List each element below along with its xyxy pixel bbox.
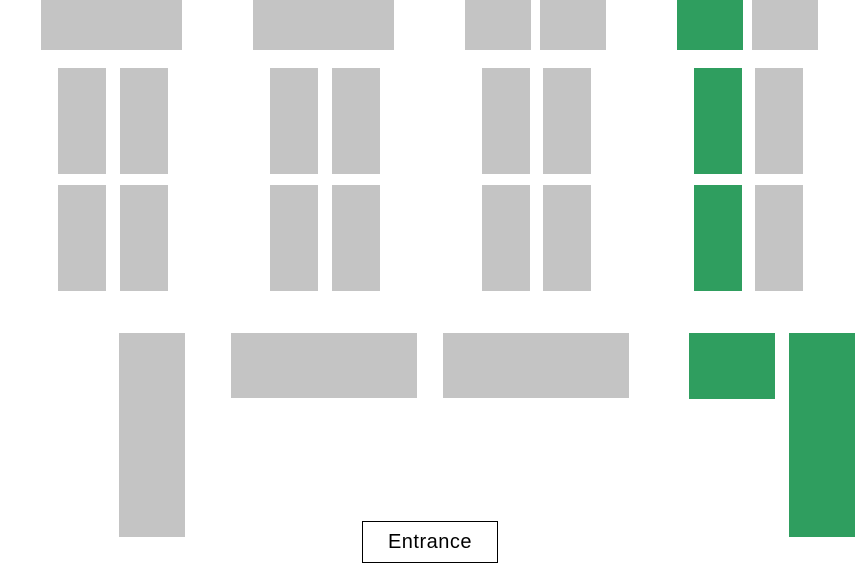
seat-r4-pillar-left[interactable] — [119, 333, 185, 537]
seat-r3-c4-right[interactable] — [755, 185, 803, 291]
seat-r3-c3-right[interactable] — [543, 185, 591, 291]
seat-r3-c1-right[interactable] — [120, 185, 168, 291]
seat-r2-c1-left[interactable] — [58, 68, 106, 174]
seat-r3-c1-left[interactable] — [58, 185, 106, 291]
seat-r2-c4-left[interactable] — [694, 68, 742, 174]
seat-r2-c2-right[interactable] — [332, 68, 380, 174]
seat-r2-c3-right[interactable] — [543, 68, 591, 174]
seat-r4-pillar-right[interactable] — [789, 333, 855, 537]
floor-plan: Entrance — [0, 0, 860, 563]
seat-r3-c4-left[interactable] — [694, 185, 742, 291]
seat-r4-wide-1[interactable] — [231, 333, 417, 398]
seat-r2-c4-right[interactable] — [755, 68, 803, 174]
seat-r1-c4-left[interactable] — [677, 0, 743, 50]
seat-r1-c2-wide[interactable] — [253, 0, 394, 50]
seat-r1-c3-right[interactable] — [540, 0, 606, 50]
seat-r1-c4-right[interactable] — [752, 0, 818, 50]
seat-r4-wide-2[interactable] — [443, 333, 629, 398]
seat-r3-c2-right[interactable] — [332, 185, 380, 291]
seat-r1-c3-left[interactable] — [465, 0, 531, 50]
seat-r2-c1-right[interactable] — [120, 68, 168, 174]
seat-r2-c3-left[interactable] — [482, 68, 530, 174]
seat-r2-c2-left[interactable] — [270, 68, 318, 174]
seat-r4-square[interactable] — [689, 333, 775, 399]
seat-r3-c3-left[interactable] — [482, 185, 530, 291]
seat-r1-c1-wide[interactable] — [41, 0, 182, 50]
seat-r3-c2-left[interactable] — [270, 185, 318, 291]
entrance-label: Entrance — [362, 521, 498, 563]
